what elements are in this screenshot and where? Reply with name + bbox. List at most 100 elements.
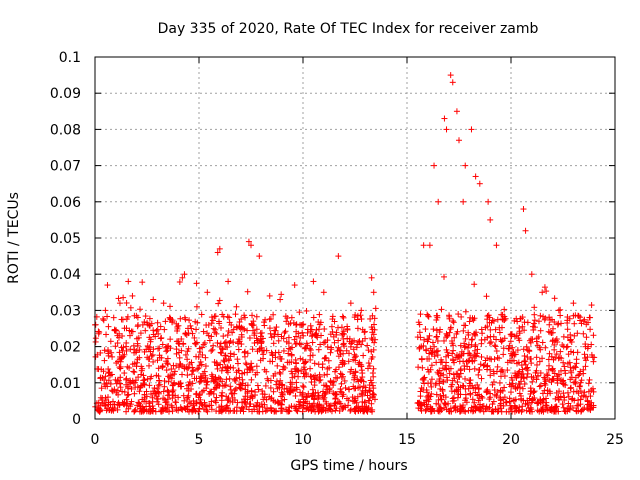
- data-point: [516, 368, 523, 375]
- data-point: [309, 393, 316, 400]
- data-point: [154, 398, 161, 405]
- data-point: [573, 408, 580, 415]
- data-point: [534, 342, 541, 349]
- data-point: [137, 306, 144, 313]
- data-point: [567, 384, 574, 391]
- data-point: [429, 339, 436, 346]
- data-point: [155, 365, 162, 372]
- data-point: [104, 313, 111, 320]
- data-point: [154, 345, 161, 352]
- data-point: [297, 399, 304, 406]
- data-point: [491, 342, 498, 349]
- data-point: [184, 356, 191, 363]
- data-point: [320, 396, 327, 403]
- data-point: [531, 311, 538, 318]
- data-point: [311, 382, 318, 389]
- data-point: [434, 337, 441, 344]
- data-point: [464, 363, 471, 370]
- data-point: [437, 372, 444, 379]
- data-point: [506, 398, 513, 405]
- data-point: [455, 311, 462, 318]
- data-point: [275, 337, 282, 344]
- data-point: [220, 333, 227, 340]
- data-point: [543, 371, 550, 378]
- data-point: [447, 326, 454, 333]
- data-point: [462, 308, 469, 315]
- data-point: [466, 318, 473, 325]
- data-point: [444, 349, 451, 356]
- data-point: [124, 392, 131, 399]
- data-point: [468, 126, 475, 133]
- data-point: [484, 334, 491, 341]
- data-point: [581, 389, 588, 396]
- data-point: [367, 315, 374, 322]
- data-point: [115, 334, 122, 341]
- data-point: [564, 334, 571, 341]
- data-point: [164, 396, 171, 403]
- data-point: [299, 329, 306, 336]
- data-point: [135, 334, 142, 341]
- data-point: [564, 317, 571, 324]
- data-point: [478, 340, 485, 347]
- data-point: [229, 394, 236, 401]
- data-point: [502, 315, 509, 322]
- data-point: [462, 385, 469, 392]
- data-point: [107, 380, 114, 387]
- data-point: [427, 366, 434, 373]
- data-point: [144, 354, 151, 361]
- data-point: [334, 375, 341, 382]
- data-point: [113, 360, 120, 367]
- data-point: [337, 347, 344, 354]
- data-point: [130, 368, 137, 375]
- data-point: [230, 364, 237, 371]
- data-point: [485, 198, 492, 205]
- data-point: [422, 346, 429, 353]
- data-point: [181, 397, 188, 404]
- data-point: [560, 359, 567, 366]
- data-point: [486, 355, 493, 362]
- data-point: [278, 405, 285, 412]
- data-point: [365, 397, 372, 404]
- data-point: [231, 376, 238, 383]
- data-point: [449, 317, 456, 324]
- data-point: [337, 388, 344, 395]
- y-tick-label: 0.08: [50, 122, 81, 138]
- data-point: [269, 352, 276, 359]
- data-point: [146, 382, 153, 389]
- data-point: [347, 406, 354, 413]
- data-point: [228, 391, 235, 398]
- data-point: [450, 371, 457, 378]
- data-point: [113, 327, 120, 334]
- data-point: [417, 311, 424, 318]
- data-point: [533, 354, 540, 361]
- data-point: [328, 346, 335, 353]
- data-point: [580, 330, 587, 337]
- data-point: [208, 406, 215, 413]
- data-point: [251, 340, 258, 346]
- data-point: [281, 396, 288, 403]
- data-point: [141, 394, 148, 401]
- data-point: [245, 238, 252, 245]
- data-point: [472, 341, 479, 348]
- data-point: [425, 313, 432, 320]
- data-point: [95, 328, 102, 335]
- data-point: [471, 331, 478, 338]
- data-point: [526, 395, 533, 402]
- data-point: [141, 318, 148, 325]
- data-point: [278, 389, 285, 396]
- data-point: [545, 328, 552, 335]
- data-point: [292, 359, 299, 366]
- data-point: [197, 378, 204, 385]
- data-point: [244, 390, 251, 397]
- y-tick-label: 0.02: [50, 340, 81, 356]
- data-point: [139, 279, 146, 286]
- data-point: [472, 353, 479, 360]
- data-point: [254, 408, 261, 415]
- data-point: [440, 378, 447, 385]
- data-point: [519, 403, 526, 410]
- data-point: [119, 388, 126, 395]
- data-point: [170, 381, 177, 388]
- data-point: [576, 371, 583, 378]
- data-point: [300, 402, 307, 409]
- data-point: [542, 344, 549, 351]
